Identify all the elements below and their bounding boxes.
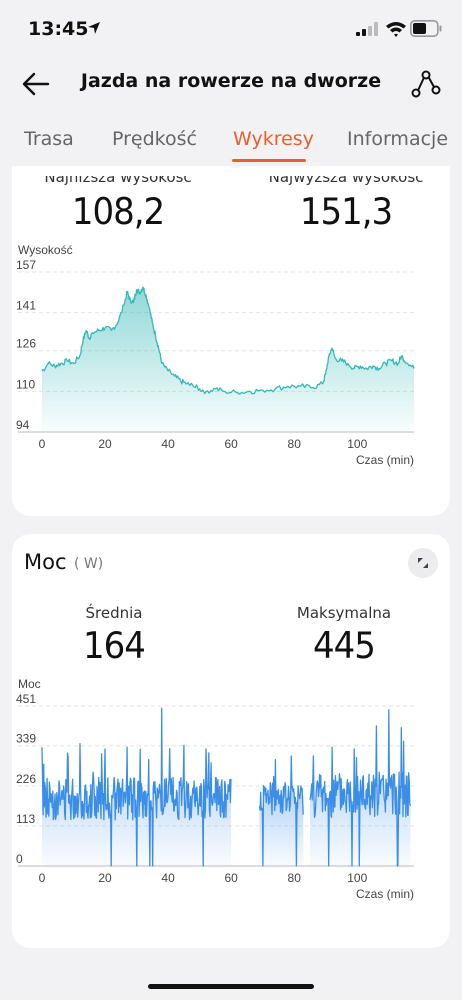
x-axis-label: Czas (min) [356, 453, 414, 467]
y-tick-label: 110 [16, 377, 35, 391]
power-card-title: Moc [24, 550, 67, 574]
status-time: 13:45 [28, 18, 89, 40]
min-elevation-value: 108,2 [71, 190, 165, 234]
x-axis-label: Czas (min) [356, 887, 414, 901]
battery-icon [410, 20, 442, 37]
home-indicator [148, 984, 314, 989]
x-tick-label: 40 [161, 871, 175, 885]
back-button[interactable] [14, 64, 58, 104]
x-tick-label: 40 [161, 437, 175, 451]
x-tick-label: 100 [347, 871, 367, 885]
max-elevation-value: 151,3 [299, 190, 393, 234]
back-arrow-icon [22, 72, 50, 96]
max-power-value: 445 [313, 624, 376, 668]
tab-trasa[interactable]: Trasa [24, 128, 74, 150]
x-tick-label: 0 [39, 437, 46, 451]
power-card: Moc ( W) Średnia 164 Maksymalna 445 Moc 4… [12, 534, 450, 948]
series-line [41, 286, 415, 395]
x-tick-label: 0 [39, 871, 46, 885]
tab-wykresy[interactable]: Wykresy [233, 128, 314, 150]
y-tick-label: 141 [16, 299, 36, 313]
series-area [42, 287, 414, 432]
navigation-bar: Jazda na rowerze na dworze [0, 56, 462, 112]
x-tick-label: 60 [224, 437, 238, 451]
y-axis-label: Wysokość [18, 243, 73, 257]
series-area [42, 708, 231, 866]
y-tick-label: 157 [16, 258, 36, 272]
tab-informacje[interactable]: Informacje [347, 128, 449, 150]
y-tick-label: 0 [16, 852, 23, 866]
min-elevation-label: Najniższa wysokość [44, 168, 192, 186]
page-title: Jazda na rowerze na dworze [80, 70, 382, 92]
location-arrow-icon [88, 22, 100, 34]
max-elevation-label: Najwyższa wysokość [268, 168, 424, 186]
series-line [258, 755, 304, 867]
y-tick-label: 226 [16, 772, 36, 786]
route-icon [411, 70, 441, 98]
power-unit: ( W) [74, 556, 104, 572]
y-tick-label: 94 [16, 418, 30, 432]
expand-button[interactable] [408, 548, 438, 578]
x-tick-label: 80 [288, 437, 302, 451]
route-button[interactable] [404, 64, 448, 104]
expand-icon [418, 558, 428, 568]
x-tick-label: 100 [347, 437, 367, 451]
series-line [309, 709, 412, 867]
x-tick-label: 20 [98, 437, 112, 451]
series-area [310, 709, 411, 866]
avg-power-label: Średnia [85, 604, 143, 622]
tab-bar: Trasa Prędkość Wykresy Informacje [0, 128, 462, 168]
cellular-signal-icon [356, 22, 378, 36]
y-tick-label: 451 [16, 692, 36, 706]
series-line [41, 707, 232, 867]
status-bar: 13:45 [0, 0, 462, 56]
max-power-label: Maksymalna [296, 604, 392, 622]
x-tick-label: 60 [224, 871, 238, 885]
avg-power-value: 164 [83, 624, 146, 668]
x-tick-label: 20 [98, 871, 112, 885]
x-tick-label: 80 [288, 871, 302, 885]
wifi-icon [386, 22, 406, 37]
y-tick-label: 113 [16, 812, 35, 826]
elevation-card: Najniższa wysokość 108,2 Najwyższa wysok… [12, 166, 450, 516]
y-tick-label: 126 [16, 337, 36, 351]
y-axis-label: Moc [18, 677, 41, 691]
tab-predkosc[interactable]: Prędkość [112, 128, 197, 150]
y-tick-label: 339 [16, 732, 36, 746]
active-tab-indicator [232, 159, 306, 162]
